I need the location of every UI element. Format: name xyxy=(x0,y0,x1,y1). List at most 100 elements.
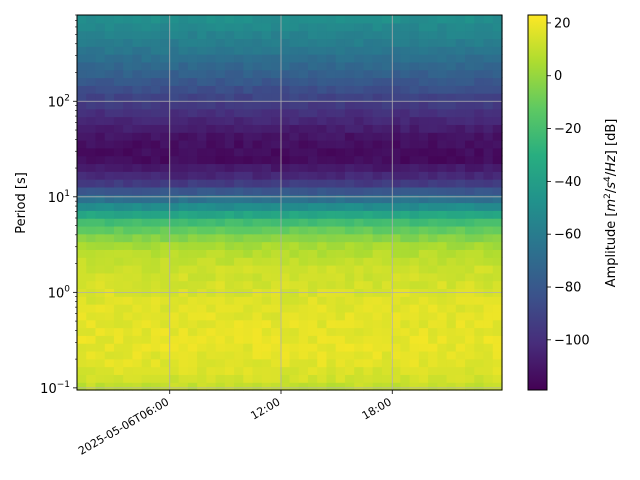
heatmap-cell xyxy=(363,382,374,391)
heatmap-cell xyxy=(409,194,420,204)
heatmap-cell xyxy=(252,100,263,110)
heatmap-cell xyxy=(86,343,97,352)
heatmap-cell xyxy=(391,335,401,344)
heatmap-cell xyxy=(317,350,328,360)
heatmap-cell xyxy=(187,210,198,219)
heatmap-cell xyxy=(243,132,254,141)
heatmap-cell xyxy=(409,85,420,94)
heatmap-cell xyxy=(224,54,235,63)
heatmap-cell xyxy=(446,108,457,118)
heatmap-cell xyxy=(437,171,448,180)
heatmap-cell xyxy=(243,233,254,243)
heatmap-cell xyxy=(391,210,401,219)
heatmap-cell xyxy=(446,54,457,63)
heatmap-cell xyxy=(428,280,438,290)
heatmap-cell xyxy=(197,319,207,329)
heatmap-cell xyxy=(289,296,300,305)
heatmap-cell xyxy=(492,54,503,63)
heatmap-cell xyxy=(298,93,309,102)
heatmap-cell xyxy=(77,38,87,47)
heatmap-cell xyxy=(252,163,263,172)
heatmap-cell xyxy=(446,38,457,47)
heatmap-cell xyxy=(363,233,374,243)
heatmap-cell xyxy=(169,38,180,47)
heatmap-cell xyxy=(234,210,244,219)
heatmap-cell xyxy=(455,54,466,63)
heatmap-cell xyxy=(215,93,226,102)
heatmap-cell xyxy=(86,155,97,165)
heatmap-cell xyxy=(344,202,355,211)
heatmap-cell xyxy=(150,257,161,266)
heatmap-cell xyxy=(178,335,189,344)
heatmap-cell xyxy=(307,218,318,227)
heatmap-cell xyxy=(344,179,355,188)
heatmap-cell xyxy=(344,85,355,94)
heatmap-cell xyxy=(197,179,207,188)
heatmap-cell xyxy=(428,272,438,282)
heatmap-cell xyxy=(428,93,438,102)
heatmap-cell xyxy=(141,280,152,290)
heatmap-cell xyxy=(428,374,438,383)
heatmap-cell xyxy=(261,46,272,55)
heatmap-cell xyxy=(372,171,383,180)
heatmap-cell xyxy=(437,280,448,290)
heatmap-cell xyxy=(271,319,281,329)
heatmap-cell xyxy=(372,225,383,235)
heatmap-cell xyxy=(492,374,503,383)
heatmap-cell xyxy=(141,163,152,172)
heatmap-cell xyxy=(289,108,300,118)
heatmap-cell xyxy=(280,140,291,149)
heatmap-cell xyxy=(104,280,115,290)
heatmap-cell xyxy=(271,186,281,196)
heatmap-cell xyxy=(400,54,411,63)
heatmap-cell xyxy=(160,194,170,204)
heatmap-cell xyxy=(215,202,226,211)
heatmap-cell xyxy=(317,366,328,375)
heatmap-cell xyxy=(280,38,291,47)
heatmap-cell xyxy=(280,202,291,211)
heatmap-cell xyxy=(492,132,503,141)
heatmap-cell xyxy=(280,319,291,329)
heatmap-cell xyxy=(261,218,272,227)
heatmap-cell xyxy=(252,155,263,165)
heatmap-cell xyxy=(418,358,429,368)
heatmap-cell xyxy=(391,15,401,24)
heatmap-cell xyxy=(234,241,244,250)
heatmap-cell xyxy=(372,296,383,305)
heatmap-cell xyxy=(252,147,263,157)
heatmap-cell xyxy=(197,108,207,118)
heatmap-cell xyxy=(215,30,226,40)
heatmap-cell xyxy=(95,350,106,360)
heatmap-cell xyxy=(335,225,346,235)
heatmap-cell xyxy=(391,327,401,336)
heatmap-cell xyxy=(391,382,401,391)
heatmap-cell xyxy=(344,132,355,141)
heatmap-cell xyxy=(391,280,401,290)
heatmap-cell xyxy=(280,179,291,188)
heatmap-cell xyxy=(215,225,226,235)
heatmap-cell xyxy=(455,210,466,219)
heatmap-cell xyxy=(418,147,429,157)
heatmap-cell xyxy=(446,358,457,368)
heatmap-cell xyxy=(95,194,106,204)
heatmap-cell xyxy=(465,194,475,204)
heatmap-cell xyxy=(317,22,328,32)
heatmap-cell xyxy=(86,249,97,258)
heatmap-cell xyxy=(234,61,244,71)
heatmap-cell xyxy=(455,249,466,258)
heatmap-cell xyxy=(271,46,281,55)
heatmap-cell xyxy=(446,77,457,86)
heatmap-cell xyxy=(381,280,392,290)
heatmap-cell xyxy=(363,272,374,282)
heatmap-cell xyxy=(400,335,411,344)
heatmap-cell xyxy=(455,186,466,196)
heatmap-cell xyxy=(224,335,235,344)
heatmap-cell xyxy=(354,358,365,368)
heatmap-cell xyxy=(261,85,272,94)
heatmap-cell xyxy=(289,210,300,219)
heatmap-cell xyxy=(160,366,170,375)
heatmap-cell xyxy=(261,61,272,71)
heatmap-cell xyxy=(104,350,115,360)
heatmap-cell xyxy=(86,108,97,118)
heatmap-cell xyxy=(86,350,97,360)
